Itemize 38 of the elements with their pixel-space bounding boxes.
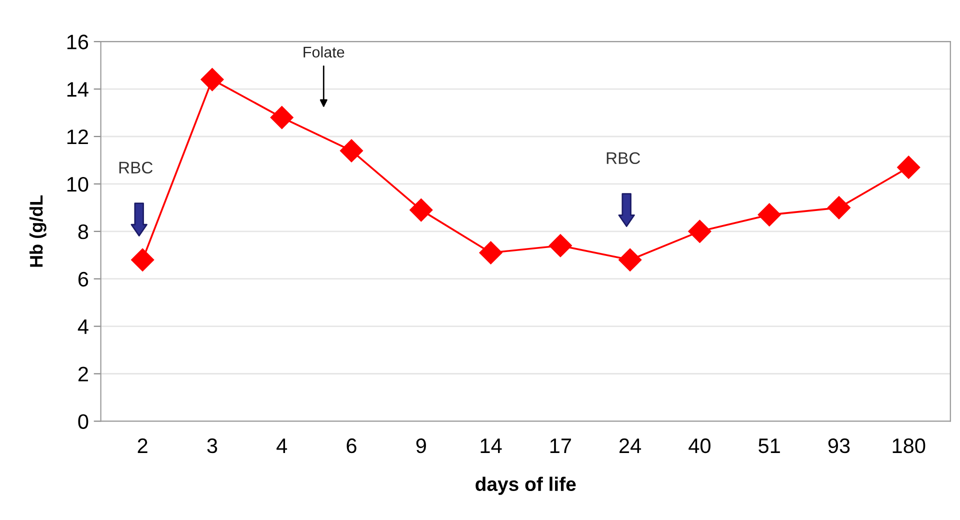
point [618,248,642,272]
x-tick-label: 93 [828,438,850,454]
point [758,203,781,226]
x-tick-label: 6 [346,438,356,454]
annotation: Folate [304,46,344,58]
x-tick-label: 4 [276,438,288,453]
x-tick-label: 9 [416,438,426,454]
x-tick-label: 3 [207,438,218,454]
point [688,220,712,243]
y-tick-label: 8 [78,224,88,240]
point [131,248,154,272]
x-tick-label: 24 [620,438,642,453]
point [410,198,433,222]
y-tick-label: 10 [67,176,88,192]
annotation: RBC [606,152,640,164]
y-tick-label: 0 [78,414,88,429]
point [548,234,572,258]
x-tick-label: 2 [138,438,148,453]
y-tick-label: 2 [78,366,88,382]
point [200,68,224,92]
annotation: RBC [119,162,153,174]
y-tick-label: 16 [67,34,88,50]
point [270,106,294,130]
x-tick-label: 17 [550,438,571,453]
point [827,196,850,220]
y-tick-label: 6 [78,272,88,287]
point [479,241,502,264]
point [897,156,920,179]
x-tick-label: 40 [688,438,710,454]
y-tick-label: 4 [78,320,88,334]
y-tick-label: 12 [67,130,88,144]
x-axis-title: days of life [476,476,576,495]
x-tick-label: 51 [758,438,780,454]
x-tick-label: 14 [480,438,502,453]
y-axis-title: Hb (g/dL [29,195,46,267]
point [340,139,363,162]
x-tick-label: 180 [892,438,926,454]
y-tick-label: 14 [67,82,88,97]
